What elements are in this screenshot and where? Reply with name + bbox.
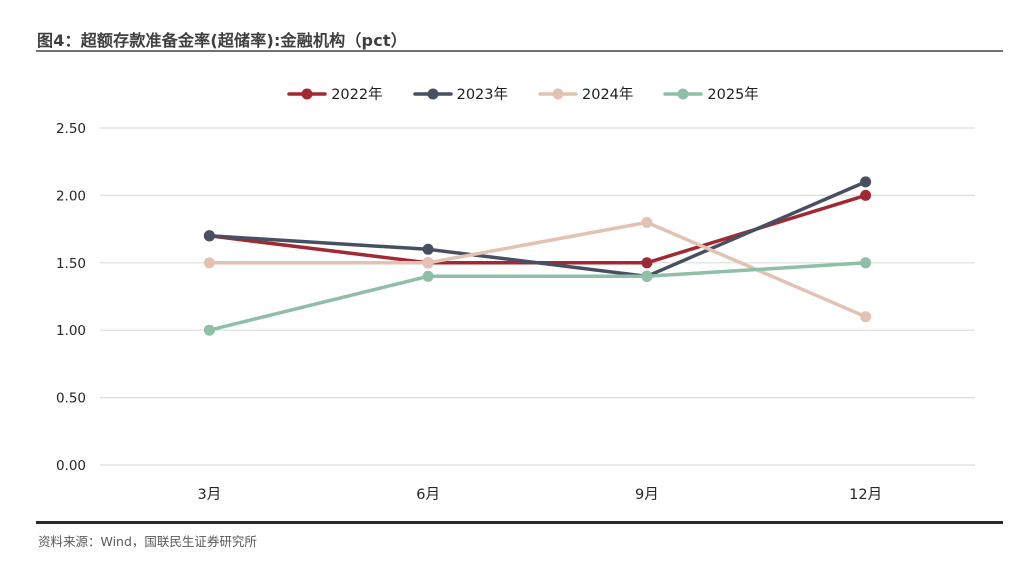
legend-marker-icon xyxy=(538,88,578,99)
chart-title: 图4：超额存款准备金率(超储率):金融机构（pct） xyxy=(37,31,407,50)
data-point-2025年 xyxy=(422,270,434,282)
data-point-2023年 xyxy=(860,176,872,188)
y-axis-tick-label: 2.50 xyxy=(56,121,86,137)
x-axis-tick-label: 12月 xyxy=(849,487,882,503)
chart-legend: 2022年 2023年 2024年 2025年 xyxy=(11,83,1024,104)
title-divider xyxy=(36,50,1003,52)
series-line-2023年 xyxy=(207,180,868,279)
data-point-2022年 xyxy=(860,189,872,201)
x-axis-tick-label: 6月 xyxy=(416,487,440,503)
legend-label: 2025年 xyxy=(707,87,759,103)
data-point-2024年 xyxy=(203,257,215,269)
data-point-2025年 xyxy=(641,270,653,282)
y-axis-tick-label: 1.00 xyxy=(56,323,86,339)
x-axis-tick-label: 3月 xyxy=(198,487,222,503)
data-point-2022年 xyxy=(641,257,653,269)
data-point-2025年 xyxy=(203,324,215,336)
data-point-2024年 xyxy=(422,257,434,269)
footer-divider xyxy=(36,521,1003,524)
y-axis-tick-label: 1.50 xyxy=(56,256,86,272)
x-axis-tick-label: 9月 xyxy=(635,487,659,503)
legend-item-2024年: 2024年 xyxy=(538,83,633,104)
data-point-2023年 xyxy=(203,230,215,242)
legend-item-2023年: 2023年 xyxy=(412,83,508,104)
legend-marker-icon xyxy=(663,88,704,99)
series-line-2022年 xyxy=(207,193,868,265)
data-point-2023年 xyxy=(422,243,434,255)
data-point-2024年 xyxy=(641,216,653,228)
source-note: 资料来源：Wind，国联民生证券研究所 xyxy=(38,534,257,549)
legend-item-2025年: 2025年 xyxy=(663,83,759,104)
series-line-2025年 xyxy=(207,261,868,332)
legend-label: 2024年 xyxy=(582,87,634,103)
legend-item-2022年: 2022年 xyxy=(287,83,383,104)
data-point-2024年 xyxy=(860,311,872,323)
legend-marker-icon xyxy=(287,88,327,99)
legend-label: 2022年 xyxy=(331,87,383,103)
data-point-2025年 xyxy=(860,257,872,269)
y-axis-tick-label: 0.00 xyxy=(56,458,86,474)
y-axis-tick-label: 2.00 xyxy=(56,188,86,204)
y-axis-tick-label: 0.50 xyxy=(56,391,86,407)
legend-label: 2023年 xyxy=(456,87,508,103)
legend-marker-icon xyxy=(412,88,453,99)
